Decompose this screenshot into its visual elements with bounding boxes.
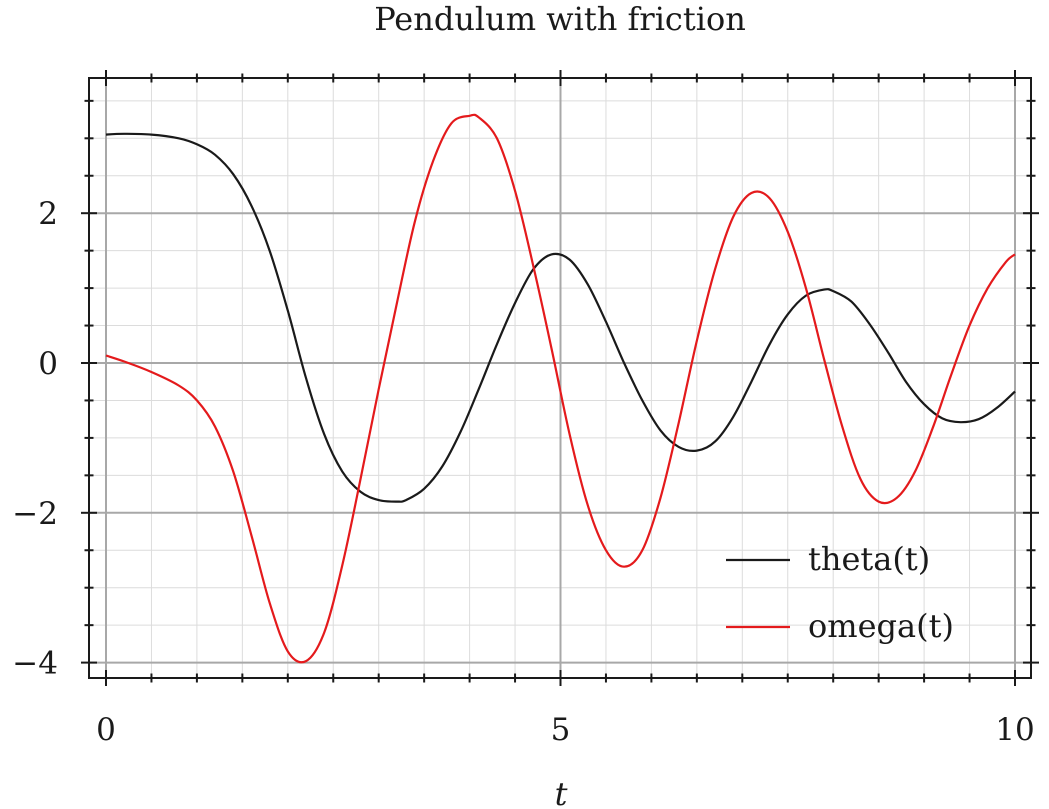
chart-title: Pendulum with friction: [374, 0, 746, 38]
legend-label: theta(t): [808, 540, 930, 578]
legend-label: omega(t): [808, 607, 954, 645]
major-grid: [89, 78, 1031, 678]
y-tick-label: −2: [12, 496, 58, 532]
y-tick-labels: −4 −2 0 2: [12, 196, 58, 681]
series-line-theta: [105, 132, 1016, 503]
y-tick-label: 2: [38, 196, 58, 232]
x-axis-label: t: [555, 775, 568, 809]
x-tick-labels: 0 5 10: [96, 712, 1035, 748]
y-tick-label: −4: [12, 646, 58, 682]
series-line-omega: [105, 113, 1016, 664]
x-tick-label: 0: [96, 712, 116, 748]
x-tick-label: 10: [995, 712, 1034, 748]
y-tick-label: 0: [38, 346, 58, 382]
axis-ticks: [81, 70, 1039, 686]
series-lines: [105, 113, 1016, 664]
x-tick-label: 5: [551, 712, 571, 748]
legend: theta(t) omega(t): [726, 540, 954, 645]
